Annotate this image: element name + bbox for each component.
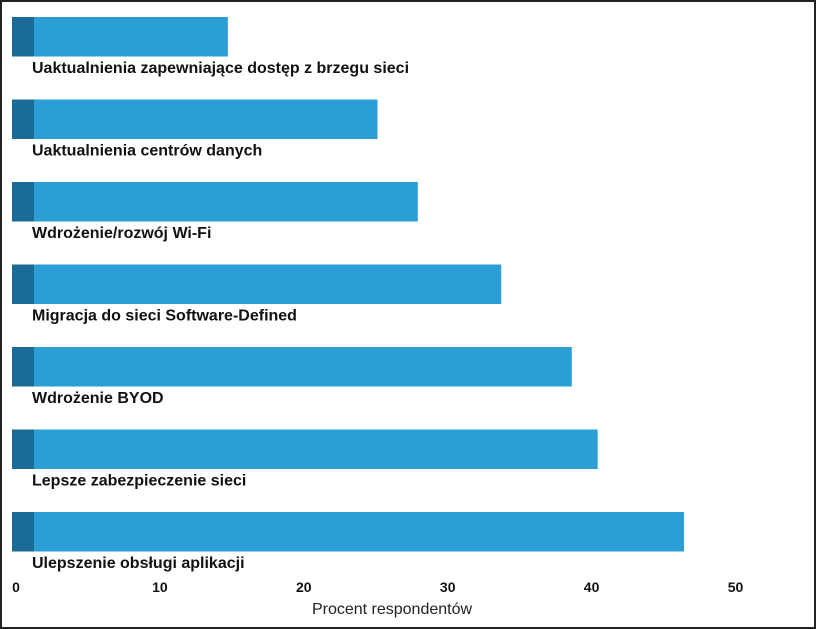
bar-7: [12, 512, 685, 552]
x-tick-10: 10: [152, 579, 168, 595]
x-axis-title: Procent respondentów: [312, 601, 473, 618]
bar-6: [12, 429, 598, 469]
bar-accent-1: [12, 17, 34, 57]
category-labels: Uaktualnienia zapewniające dostęp z brze…: [32, 60, 409, 572]
bar-5: [12, 347, 572, 387]
bar-1: [12, 17, 228, 57]
category-label-3: Wdrożenie/rozwój Wi-Fi: [32, 225, 211, 242]
x-tick-50: 50: [728, 579, 744, 595]
category-label-7: Ulepszenie obsługi aplikacji: [32, 555, 245, 572]
category-label-4: Migracja do sieci Software-Defined: [32, 308, 297, 325]
category-label-6: Lepsze zabezpieczenie sieci: [32, 473, 246, 490]
bar-accent-5: [12, 347, 34, 387]
x-tick-labels: 0 10 20 30 40 50: [12, 579, 743, 595]
bars-group: [12, 17, 685, 552]
bar-3: [12, 182, 418, 222]
x-tick-30: 30: [440, 579, 456, 595]
category-label-1: Uaktualnienia zapewniające dostęp z brze…: [32, 60, 409, 77]
x-tick-40: 40: [584, 579, 600, 595]
bar-accent-2: [12, 99, 34, 139]
category-label-5: Wdrożenie BYOD: [32, 390, 164, 407]
x-tick-0: 0: [12, 579, 20, 595]
bar-accent-6: [12, 429, 34, 469]
bar-2: [12, 99, 378, 139]
x-tick-20: 20: [296, 579, 312, 595]
category-label-2: Uaktualnienia centrów danych: [32, 143, 262, 160]
bar-accent-4: [12, 264, 34, 304]
bar-4: [12, 264, 502, 304]
bar-accent-3: [12, 182, 34, 222]
bar-accent-7: [12, 512, 34, 552]
